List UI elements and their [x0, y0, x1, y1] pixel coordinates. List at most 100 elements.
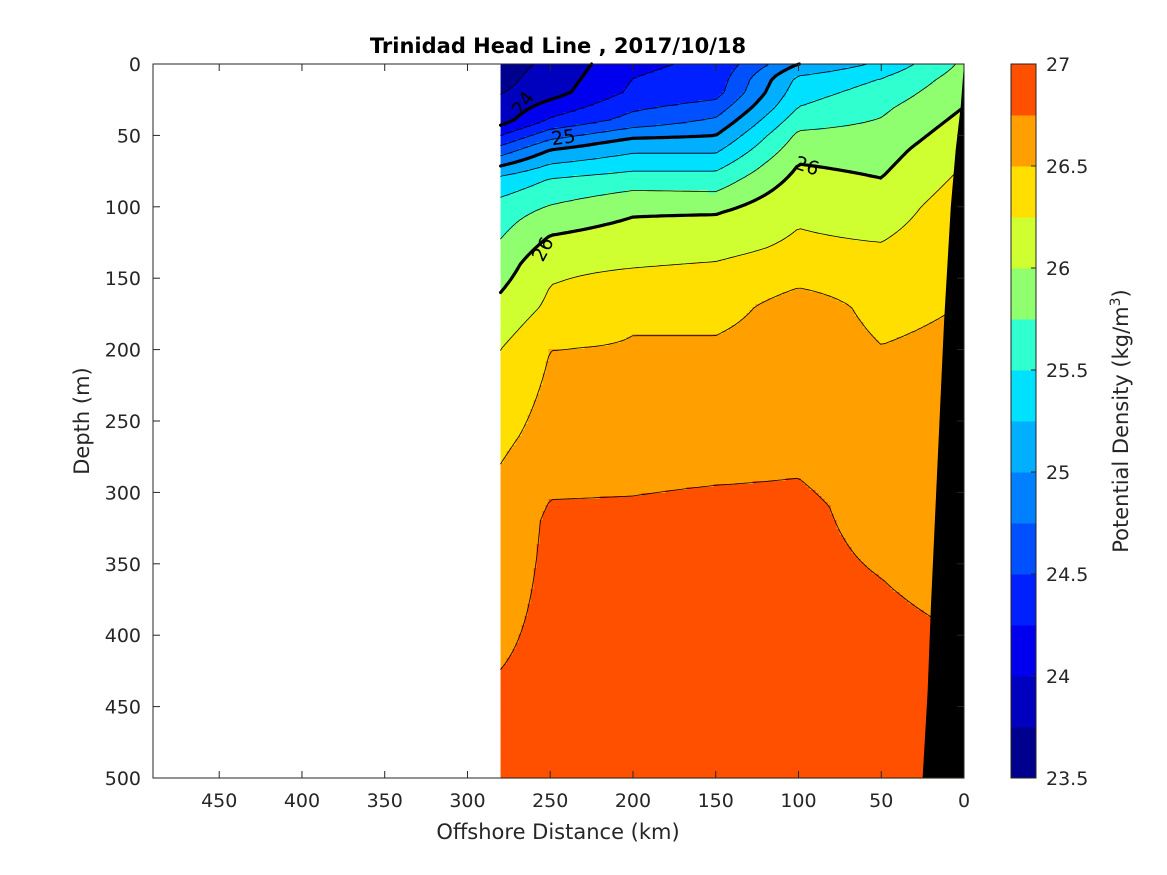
density-band-cell	[770, 157, 901, 161]
density-band-cell	[500, 640, 520, 644]
density-band-cell	[500, 595, 532, 599]
density-band-cell	[500, 421, 529, 425]
seafloor-bathymetry	[922, 64, 964, 778]
density-band-cell	[794, 76, 886, 80]
density-band-cell	[890, 109, 961, 113]
density-band-cell	[500, 298, 544, 302]
density-band-cell	[512, 85, 577, 89]
density-band-cell	[767, 88, 790, 92]
density-band-cell	[521, 433, 964, 437]
density-band-cell	[788, 67, 847, 71]
density-band-cell	[500, 577, 535, 581]
density-band-cell	[728, 106, 754, 110]
density-band-cell	[563, 112, 628, 116]
colorbar-segment	[1011, 472, 1036, 524]
density-band-cell	[908, 148, 964, 152]
density-band-cell	[536, 565, 868, 569]
density-band-cell	[785, 91, 841, 95]
density-band-cell	[887, 169, 958, 173]
density-band-cell	[764, 136, 793, 140]
density-band-cell	[500, 586, 535, 590]
density-band-cell	[899, 70, 949, 74]
density-band-cell	[755, 199, 928, 203]
density-band-cell	[518, 115, 556, 119]
density-band-cell	[821, 292, 964, 296]
density-band-cell	[575, 85, 628, 89]
density-band-cell	[551, 148, 724, 152]
density-band-cell	[536, 397, 964, 401]
density-band-cell	[554, 127, 628, 131]
density-band-cell	[500, 763, 964, 767]
density-band-cell	[500, 226, 514, 230]
density-band-cell	[902, 226, 964, 230]
density-band-cell	[500, 715, 964, 719]
density-band-cell	[872, 334, 907, 338]
density-band-cell	[857, 85, 928, 89]
density-band-cell	[761, 139, 790, 143]
density-band-cell	[500, 562, 538, 566]
density-band-cell	[623, 91, 724, 95]
density-band-cell	[797, 130, 934, 134]
density-band-cell	[518, 634, 964, 638]
density-band-cell	[533, 400, 964, 404]
colorbar-tick-label: 26.5	[1046, 156, 1088, 178]
density-band-cell	[908, 97, 964, 101]
density-band-cell	[872, 571, 964, 575]
density-band-cell	[722, 130, 748, 134]
density-band-cell	[746, 313, 856, 317]
density-band-cell	[749, 82, 772, 86]
density-band-cell	[500, 634, 520, 638]
density-band-cell	[500, 712, 964, 716]
density-band-cell	[821, 97, 910, 101]
density-band-cell	[500, 340, 508, 344]
density-band-cell	[878, 574, 964, 578]
density-band-cell	[536, 154, 619, 158]
density-band-cell	[500, 628, 523, 632]
density-band-cell	[500, 676, 964, 680]
density-band-cell	[893, 589, 964, 593]
density-band-cell	[500, 742, 964, 746]
density-band-cell	[734, 121, 760, 125]
density-band-cell	[542, 376, 964, 380]
density-band-cell	[725, 85, 748, 89]
density-band-cell	[716, 169, 757, 173]
density-band-cell	[500, 490, 667, 494]
x-tick-label: 450	[201, 790, 237, 812]
density-band-cell	[767, 160, 898, 164]
density-band-cell	[500, 550, 538, 554]
density-band-cell	[794, 133, 931, 137]
density-band-cell	[548, 178, 742, 182]
density-band-cell	[500, 610, 529, 614]
y-tick-label: 300	[105, 482, 141, 504]
contour-line-24	[499, 62, 594, 127]
density-band-cell	[539, 388, 964, 392]
chart-title: Trinidad Head Line , 2017/10/18	[370, 34, 746, 58]
density-band-cell	[806, 229, 901, 233]
density-band-cell	[527, 145, 580, 149]
density-band-cell	[734, 67, 763, 71]
density-band-cell	[509, 229, 580, 233]
density-band-cell	[791, 79, 877, 83]
density-band-cell	[500, 769, 964, 773]
density-band-cell	[731, 208, 919, 212]
density-band-cell	[515, 331, 724, 335]
density-band-cell	[740, 115, 766, 119]
density-band-cell	[764, 247, 964, 251]
density-band-cell	[524, 424, 964, 428]
density-band-cell	[848, 544, 964, 548]
density-band-cell	[569, 91, 625, 95]
density-band-cell	[521, 430, 964, 434]
density-band-cell	[788, 175, 874, 179]
colorbar-tick-label: 23.5	[1046, 768, 1088, 790]
density-band-cell	[746, 130, 775, 134]
density-band-cell	[500, 457, 505, 461]
density-band-cell	[500, 559, 538, 563]
density-band-cell	[539, 523, 838, 527]
density-band-cell	[548, 286, 964, 290]
density-band-cell	[500, 175, 574, 179]
density-band-cell	[533, 583, 889, 587]
density-band-cell	[764, 163, 799, 167]
density-band-cell	[608, 172, 751, 176]
density-band-cell	[836, 526, 964, 530]
density-band-cell	[500, 202, 559, 206]
